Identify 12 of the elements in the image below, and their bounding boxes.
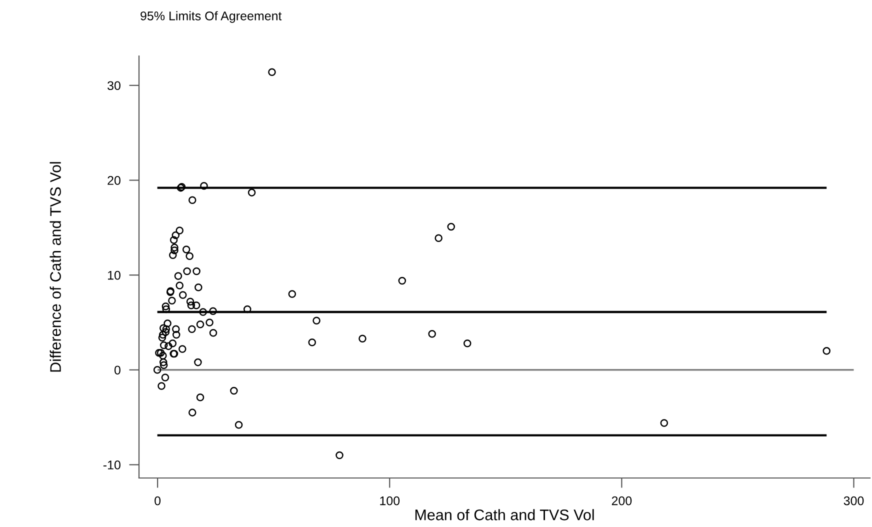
x-axis-title: Mean of Cath and TVS Vol	[415, 509, 594, 520]
x-tick-label: 100	[380, 496, 400, 506]
chart-title: 95% Limits Of Agreement	[140, 11, 282, 23]
x-tick-label: 0	[154, 496, 161, 506]
x-tick-label: 200	[612, 496, 632, 506]
y-tick-label: -10	[103, 460, 120, 470]
y-tick-label: 20	[108, 176, 120, 185]
y-axis-title: Difference of Cath and TVS Vol	[50, 162, 61, 372]
y-tick-label: 30	[108, 81, 120, 90]
y-tick-label: 10	[108, 270, 120, 280]
y-tick-label: 0	[114, 366, 120, 375]
x-tick-label: 300	[844, 496, 864, 506]
